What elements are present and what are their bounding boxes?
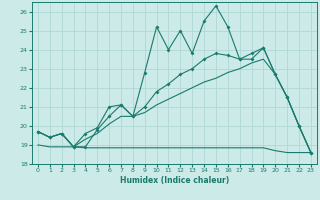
X-axis label: Humidex (Indice chaleur): Humidex (Indice chaleur) <box>120 176 229 185</box>
